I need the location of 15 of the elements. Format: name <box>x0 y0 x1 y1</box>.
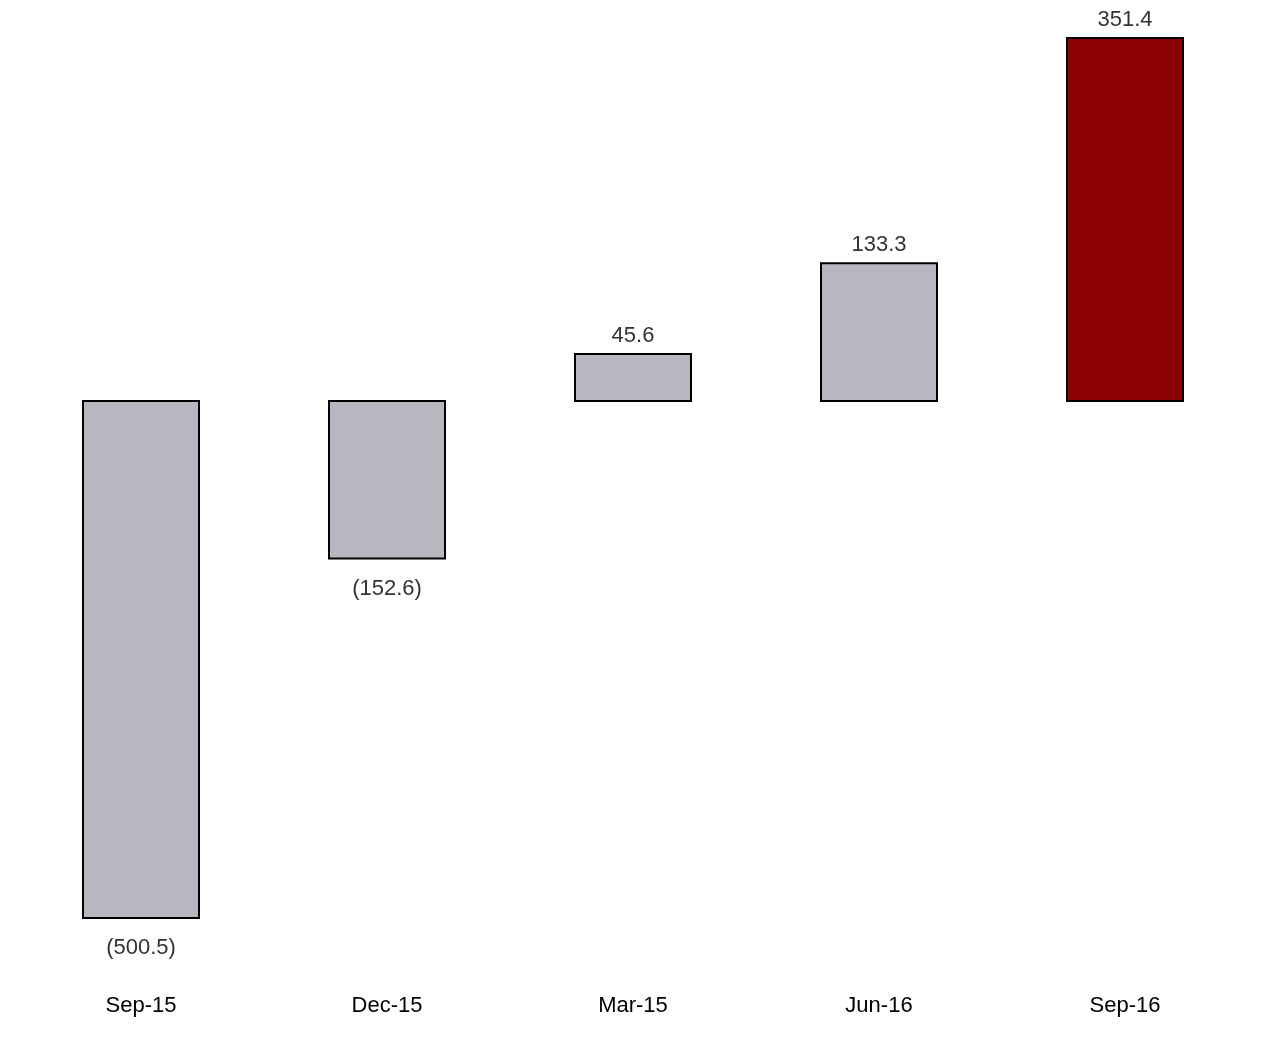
data-label: 133.3 <box>851 231 907 257</box>
bar <box>820 262 938 402</box>
data-label: (500.5) <box>106 934 176 959</box>
bar <box>1066 37 1184 402</box>
x-tick-label: Sep-15 <box>105 991 177 1017</box>
bar <box>328 399 446 560</box>
data-label: 351.4 <box>1097 6 1153 31</box>
x-tick-label: Mar-15 <box>598 991 668 1017</box>
x-tick-label: Sep-16 <box>1089 991 1161 1017</box>
x-tick-label: Jun-16 <box>845 991 913 1017</box>
data-label: 45.6 <box>611 321 655 347</box>
bar <box>82 399 200 919</box>
data-label: (152.6) <box>352 574 422 600</box>
x-tick-label: Dec-15 <box>351 991 423 1017</box>
bar <box>574 352 692 402</box>
